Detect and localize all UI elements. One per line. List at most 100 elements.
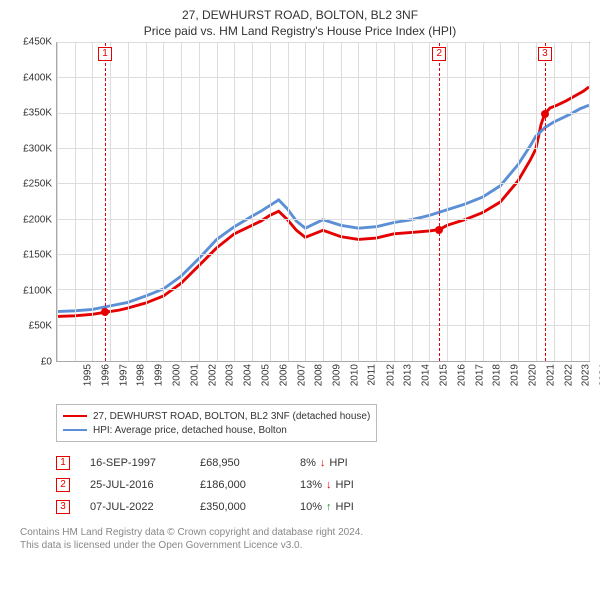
y-tick-label: £100K: [23, 285, 52, 296]
y-tick-label: £200K: [23, 214, 52, 225]
x-tick-label: 2021: [545, 364, 556, 386]
v-gridline: [110, 43, 111, 361]
v-gridline: [465, 43, 466, 361]
sale-delta-suffix: HPI: [336, 479, 354, 491]
v-gridline: [483, 43, 484, 361]
title-subtitle: Price paid vs. HM Land Registry's House …: [10, 24, 590, 38]
arrow-down-icon: ↓: [320, 457, 326, 469]
v-gridline: [412, 43, 413, 361]
v-gridline: [270, 43, 271, 361]
x-tick-label: 2015: [438, 364, 449, 386]
sale-row-index-box: 3: [56, 500, 70, 514]
sale-delta-suffix: HPI: [336, 501, 354, 513]
legend-label: HPI: Average price, detached house, Bolt…: [93, 425, 287, 436]
y-tick-label: £300K: [23, 143, 52, 154]
v-gridline: [500, 43, 501, 361]
x-tick-label: 2005: [260, 364, 271, 386]
sales-table: 116-SEP-1997£68,9508%↓HPI225-JUL-2016£18…: [56, 452, 590, 518]
titles: 27, DEWHURST ROAD, BOLTON, BL2 3NF Price…: [10, 8, 590, 42]
y-tick-label: £150K: [23, 250, 52, 261]
legend: 27, DEWHURST ROAD, BOLTON, BL2 3NF (deta…: [56, 404, 377, 442]
sale-row: 225-JUL-2016£186,00013%↓HPI: [56, 474, 590, 496]
x-tick-label: 1996: [100, 364, 111, 386]
y-tick-label: £0: [41, 357, 52, 368]
v-gridline: [394, 43, 395, 361]
sale-marker-dot: [541, 110, 549, 118]
y-tick-label: £50K: [29, 321, 52, 332]
v-gridline: [199, 43, 200, 361]
x-tick-label: 2016: [456, 364, 467, 386]
v-gridline: [217, 43, 218, 361]
sale-marker-dot: [101, 308, 109, 316]
v-gridline: [163, 43, 164, 361]
sale-delta-pct: 13%: [300, 479, 322, 491]
x-tick-label: 2009: [331, 364, 342, 386]
title-address: 27, DEWHURST ROAD, BOLTON, BL2 3NF: [10, 8, 590, 22]
x-tick-label: 1997: [118, 364, 129, 386]
legend-item: 27, DEWHURST ROAD, BOLTON, BL2 3NF (deta…: [63, 409, 370, 423]
x-tick-label: 2018: [492, 364, 503, 386]
x-tick-label: 1995: [82, 364, 93, 386]
x-tick-label: 2002: [207, 364, 218, 386]
legend-item: HPI: Average price, detached house, Bolt…: [63, 423, 370, 437]
sale-date: 16-SEP-1997: [90, 457, 180, 469]
x-tick-label: 2011: [366, 364, 377, 386]
y-tick-label: £400K: [23, 72, 52, 83]
y-tick-label: £350K: [23, 108, 52, 119]
v-gridline: [341, 43, 342, 361]
v-gridline: [323, 43, 324, 361]
v-gridline: [536, 43, 537, 361]
sale-marker-box: 3: [538, 47, 552, 61]
x-tick-label: 2004: [242, 364, 253, 386]
x-tick-label: 2023: [581, 364, 592, 386]
v-gridline: [288, 43, 289, 361]
sale-marker-vline: [439, 43, 440, 361]
y-axis: £0£50K£100K£150K£200K£250K£300K£350K£400…: [10, 42, 56, 362]
sale-marker-box: 2: [432, 47, 446, 61]
x-axis: 1995199619971998199920002001200220032004…: [56, 362, 590, 402]
sale-delta: 13% ↓ HPI: [300, 479, 354, 491]
chart-container: 27, DEWHURST ROAD, BOLTON, BL2 3NF Price…: [0, 0, 600, 590]
v-gridline: [376, 43, 377, 361]
v-gridline: [128, 43, 129, 361]
x-tick-label: 2020: [527, 364, 538, 386]
v-gridline: [57, 43, 58, 361]
sale-marker-box: 1: [98, 47, 112, 61]
v-gridline: [252, 43, 253, 361]
legend-swatch: [63, 415, 87, 417]
sale-date: 25-JUL-2016: [90, 479, 180, 491]
x-tick-label: 1999: [153, 364, 164, 386]
v-gridline: [447, 43, 448, 361]
sale-row: 307-JUL-2022£350,00010%↑HPI: [56, 496, 590, 518]
v-gridline: [234, 43, 235, 361]
x-tick-label: 2012: [385, 364, 396, 386]
legend-label: 27, DEWHURST ROAD, BOLTON, BL2 3NF (deta…: [93, 411, 370, 422]
v-gridline: [554, 43, 555, 361]
sale-row: 116-SEP-1997£68,9508%↓HPI: [56, 452, 590, 474]
sale-row-index-box: 1: [56, 456, 70, 470]
attribution: Contains HM Land Registry data © Crown c…: [20, 526, 590, 552]
attribution-line1: Contains HM Land Registry data © Crown c…: [20, 526, 590, 539]
v-gridline: [146, 43, 147, 361]
x-tick-label: 2007: [296, 364, 307, 386]
y-tick-label: £450K: [23, 37, 52, 48]
sale-delta: 8%↓HPI: [300, 457, 348, 469]
sale-price: £350,000: [200, 501, 280, 513]
x-tick-label: 2019: [509, 364, 520, 386]
y-tick-label: £250K: [23, 179, 52, 190]
sale-marker-vline: [545, 43, 546, 361]
sale-marker-dot: [435, 226, 443, 234]
sale-delta-pct: 10%: [300, 501, 322, 513]
sale-delta-pct: 8%: [300, 457, 316, 469]
x-tick-label: 2010: [349, 364, 360, 386]
x-tick-label: 2000: [171, 364, 182, 386]
v-gridline: [181, 43, 182, 361]
x-tick-label: 2013: [403, 364, 414, 386]
x-tick-label: 2003: [225, 364, 236, 386]
v-gridline: [92, 43, 93, 361]
x-tick-label: 2014: [420, 364, 431, 386]
v-gridline: [589, 43, 590, 361]
arrow-down-icon: ↓: [326, 479, 332, 491]
arrow-up-icon: ↑: [326, 501, 332, 513]
v-gridline: [305, 43, 306, 361]
